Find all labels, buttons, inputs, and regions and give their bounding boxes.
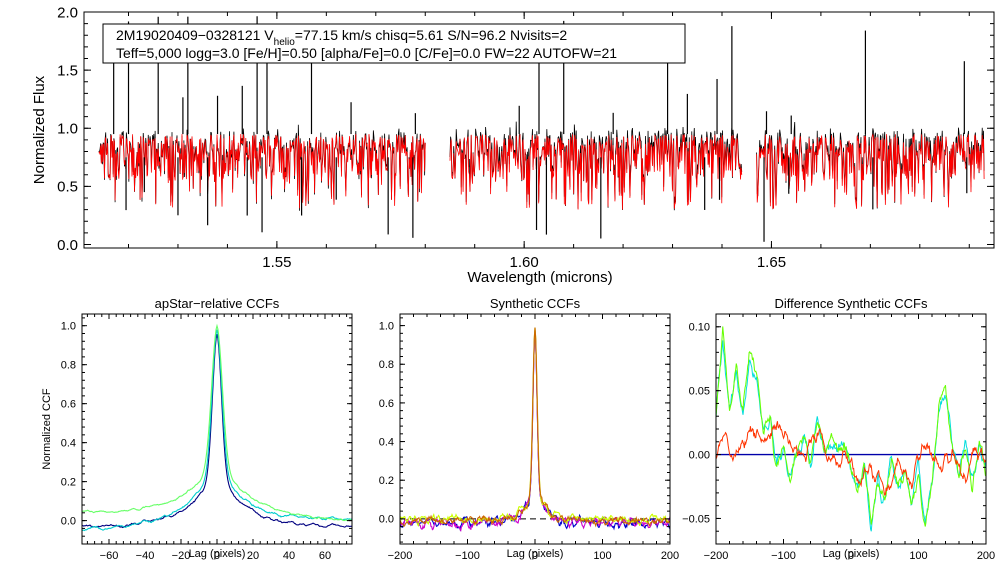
x-tick-label: 0 [214,550,220,562]
y-tick-label: 1.5 [57,62,78,79]
ccf-series-line [81,323,353,522]
y-tick-label: 0.6 [61,399,76,411]
y-tick-label: 0.8 [61,360,76,372]
y-tick-label: 0.0 [379,514,394,526]
x-tick-label: 1.55 [262,254,291,271]
y-tick-label: 0.6 [379,398,394,410]
apstar-ccf-plot-area [81,323,353,532]
spectrum-panel: 1.55 1.60 1.65 0.0 0.5 1.0 1.5 2.0 2M19020409−0… [31,4,995,286]
x-tick-label: −60 [100,550,119,562]
x-tick-label: 0 [532,550,538,562]
y-tick-label: 0.05 [689,386,710,398]
difference-ccf-title: Difference Synthetic CCFs [775,296,928,311]
y-tick-label: 1.0 [379,320,394,332]
apstar-ccf-x-axis-label: Lag (pixels) [189,548,246,560]
difference-ccf-plot-area [715,326,987,532]
y-tick-label: 1.0 [57,121,78,138]
x-tick-label: 200 [977,550,995,562]
info-line-1-star: 2M19020409−0328121 V [116,27,274,43]
synthetic-ccf-panel: −200 −100 0 100 200 0.0 0.2 0.4 0.6 0.8 1.0 Synthe… [379,296,679,562]
info-line-2: Teff=5,000 logg=3.0 [Fe/H]=0.50 [alpha/F… [116,45,617,61]
y-tick-label: 0.2 [379,475,394,487]
y-tick-label: −0.05 [682,513,710,525]
y-tick-label: 0.0 [61,515,76,527]
synthetic-ccf-title: Synthetic CCFs [490,296,581,311]
y-tick-label: 0.0 [57,237,78,254]
x-tick-label: −200 [704,550,729,562]
x-tick-label: 40 [283,550,295,562]
x-tick-label: 0 [848,550,854,562]
y-tick-label: 0.8 [379,359,394,371]
spectrum-x-axis-label: Wavelength (microns) [467,269,612,286]
x-tick-label: 60 [319,550,331,562]
difference-ccf-x-axis-label: Lag (pixels) [823,548,880,560]
y-tick-label: 0.4 [61,437,76,449]
model-spectrum-line [449,134,743,210]
ccf-series-line [81,334,353,529]
ccf-series-line [399,327,671,528]
y-tick-label: 0.00 [689,449,710,461]
difference-ccf-axis-ticks: −200 −100 0 100 200 −0.05 0.00 0.05 0.10 [682,313,995,562]
apstar-ccf-y-axis-label: Normalized CCF [41,388,53,470]
x-tick-label: 200 [661,550,679,562]
x-tick-label: 1.65 [757,254,786,271]
y-tick-label: 2.0 [57,4,78,21]
ccf-series-line [81,329,353,532]
x-tick-label: −40 [136,550,155,562]
y-tick-label: 1.0 [61,321,76,333]
synthetic-ccf-x-axis-label: Lag (pixels) [507,548,564,560]
y-tick-label: 0.10 [689,322,710,334]
synthetic-ccf-plot-area [399,327,671,532]
spectrum-frame [83,11,995,249]
x-tick-label: −20 [172,550,191,562]
info-line-1-stats: =77.15 km/s chisq=5.61 S/N=96.2 Nvisits=… [295,27,568,43]
apstar-ccf-title: apStar−relative CCFs [155,296,280,311]
spectrum-axis-ticks: 1.55 1.60 1.65 0.0 0.5 1.0 1.5 2.0 [57,4,994,271]
ccf-series-line [399,327,671,528]
apstar-ccf-axis-ticks: −60 −40 −20 0 20 40 60 0.0 0.2 0.4 0.6 0.8 1.0 [61,314,352,562]
x-tick-label: −200 [388,550,413,562]
y-tick-label: 0.4 [379,436,394,448]
difference-ccf-panel: −200 −100 0 100 200 −0.05 0.00 0.05 0.10 Differe… [682,296,995,562]
x-tick-label: 1.60 [510,254,539,271]
x-tick-label: −100 [455,550,480,562]
apstar-ccf-panel: −60 −40 −20 0 20 40 60 0.0 0.2 0.4 0.6 0.8 1.0 apSta… [41,296,353,562]
x-tick-label: 20 [247,550,259,562]
info-box-frame [102,23,686,64]
info-box: 2M19020409−0328121 Vhelio=77.15 km/s chi… [102,23,686,64]
difference-series-line [715,326,987,527]
x-tick-label: −100 [771,550,796,562]
difference-series-line [715,421,987,496]
model-spectrum-line [98,134,426,209]
x-tick-label: 100 [593,550,611,562]
model-spectrum-line [756,133,985,210]
spectrum-y-axis-label: Normalized Flux [31,75,48,184]
info-line-1-subscript: helio [274,37,296,48]
y-tick-label: 0.2 [61,476,76,488]
info-line-1: 2M19020409−0328121 Vhelio=77.15 km/s chi… [116,27,567,48]
x-tick-label: 100 [909,550,927,562]
synthetic-ccf-axis-ticks: −200 −100 0 100 200 0.0 0.2 0.4 0.6 0.8 1.0 [379,314,679,562]
y-tick-label: 0.5 [57,179,78,196]
